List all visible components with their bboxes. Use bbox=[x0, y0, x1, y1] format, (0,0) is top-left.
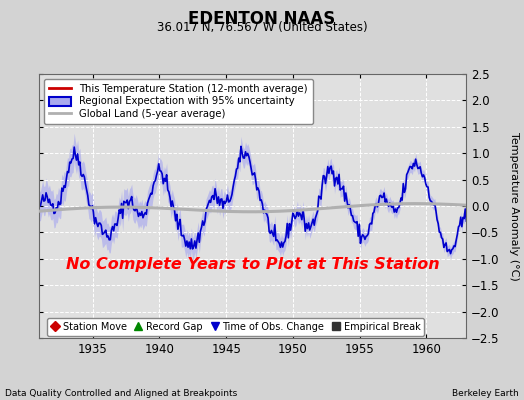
Y-axis label: Temperature Anomaly (°C): Temperature Anomaly (°C) bbox=[509, 132, 519, 280]
Text: Data Quality Controlled and Aligned at Breakpoints: Data Quality Controlled and Aligned at B… bbox=[5, 389, 237, 398]
Legend: Station Move, Record Gap, Time of Obs. Change, Empirical Break: Station Move, Record Gap, Time of Obs. C… bbox=[47, 318, 424, 336]
Text: No Complete Years to Plot at This Station: No Complete Years to Plot at This Statio… bbox=[66, 256, 440, 272]
Text: Berkeley Earth: Berkeley Earth bbox=[452, 389, 519, 398]
Text: 36.017 N, 76.567 W (United States): 36.017 N, 76.567 W (United States) bbox=[157, 21, 367, 34]
Text: EDENTON NAAS: EDENTON NAAS bbox=[188, 10, 336, 28]
